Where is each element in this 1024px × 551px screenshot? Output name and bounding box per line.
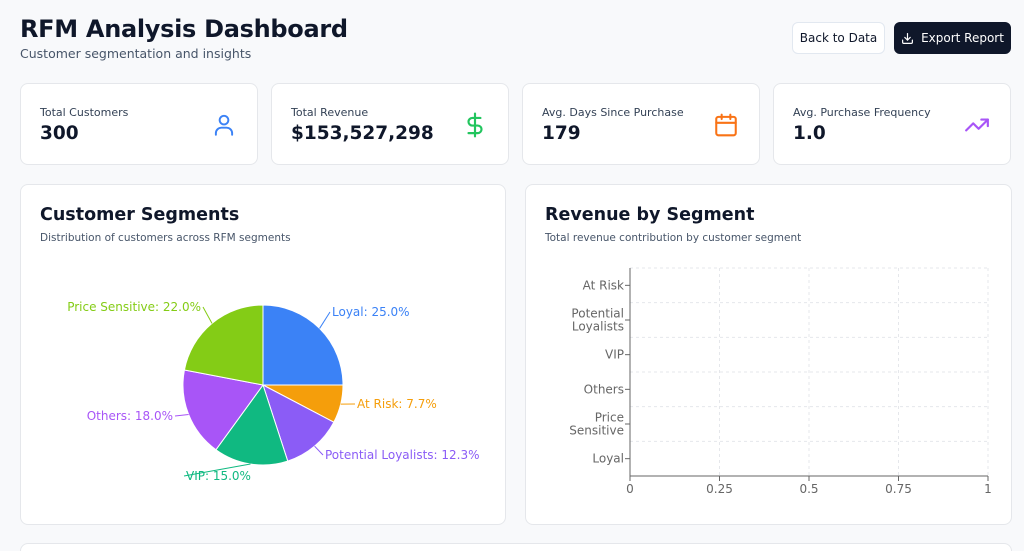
pie-slice (262, 304, 344, 386)
panel-subtitle: Total revenue contribution by customer s… (545, 232, 802, 244)
y-tick-label: VIP (605, 348, 624, 362)
pie-leader-line (314, 445, 324, 456)
x-tick-label: 1 (984, 482, 992, 496)
pie-leader-line (183, 463, 251, 477)
pie-slice-label: Potential Loyalists: 12.3% (325, 448, 480, 462)
panel-subtitle: Distribution of customers across RFM seg… (40, 232, 291, 244)
back-to-data-button[interactable]: Back to Data (792, 22, 885, 54)
pie-leader-line (202, 306, 213, 324)
stat-card-avg-days: Avg. Days Since Purchase 179 (522, 83, 760, 165)
y-tick-label: Price Sensitive (569, 411, 624, 438)
panel-title: Customer Segments (40, 205, 240, 225)
segments-pie-chart: Loyal: 25.0% At Risk: 7.7% Potential Loyal… (67, 300, 480, 483)
download-icon (902, 32, 914, 44)
pie-slice-label: Others: 18.0% (87, 409, 173, 423)
pie-slice (215, 383, 289, 466)
x-tick-label: 0 (626, 482, 634, 496)
stat-value: 1.0 (793, 123, 826, 144)
pie-slice-label: Price Sensitive: 22.0% (67, 300, 201, 314)
stat-card-total-customers: Total Customers 300 (20, 83, 258, 165)
dollar-icon (467, 112, 483, 138)
next-section-card (20, 543, 1012, 551)
y-tick-label: Potential Loyalists (571, 307, 624, 334)
export-report-label: Export Report (921, 31, 1004, 45)
stat-label: Avg. Purchase Frequency (793, 106, 931, 119)
user-icon (214, 114, 234, 136)
stat-value: $153,527,298 (291, 123, 434, 144)
pie-leader-line (174, 413, 189, 417)
pie-slice-label: VIP: 15.0% (186, 469, 251, 483)
pie-leader-line (319, 311, 331, 329)
y-tick-label: At Risk (583, 278, 624, 292)
export-report-button[interactable]: Export Report (894, 22, 1011, 54)
page-title: RFM Analysis Dashboard (20, 15, 348, 43)
pie-slice-label: Loyal: 25.0% (332, 305, 410, 319)
page-subtitle: Customer segmentation and insights (20, 46, 252, 61)
revenue-by-segment-panel: Revenue by Segment Total revenue contrib… (525, 184, 1012, 525)
pie-slice (182, 369, 264, 451)
calendar-icon (715, 113, 737, 137)
stat-label: Avg. Days Since Purchase (542, 106, 684, 119)
pie-slice-label: At Risk: 7.7% (357, 397, 437, 411)
trending-up-icon (965, 118, 989, 132)
x-tick-label: 0.75 (885, 482, 912, 496)
pie-slice (262, 383, 335, 462)
stat-value: 179 (542, 123, 581, 144)
x-tick-label: 0.5 (799, 482, 818, 496)
stat-label: Total Customers (40, 106, 129, 119)
customer-segments-panel: Customer Segments Distribution of custom… (20, 184, 506, 525)
page-header: RFM Analysis Dashboard Customer segmenta… (20, 14, 1012, 74)
y-tick-label: Loyal (592, 452, 624, 466)
revenue-bar-chart: At Risk Potential Loyalists VIP Others Price S… (569, 267, 992, 496)
pie-slice (183, 304, 264, 386)
y-tick-label: Others (584, 382, 624, 396)
panel-title: Revenue by Segment (545, 205, 755, 225)
x-tick-label: 0.25 (706, 482, 733, 496)
stat-card-avg-frequency: Avg. Purchase Frequency 1.0 (773, 83, 1011, 165)
stat-label: Total Revenue (291, 106, 369, 119)
stat-card-total-revenue: Total Revenue $153,527,298 (271, 83, 509, 165)
stat-value: 300 (40, 123, 79, 144)
